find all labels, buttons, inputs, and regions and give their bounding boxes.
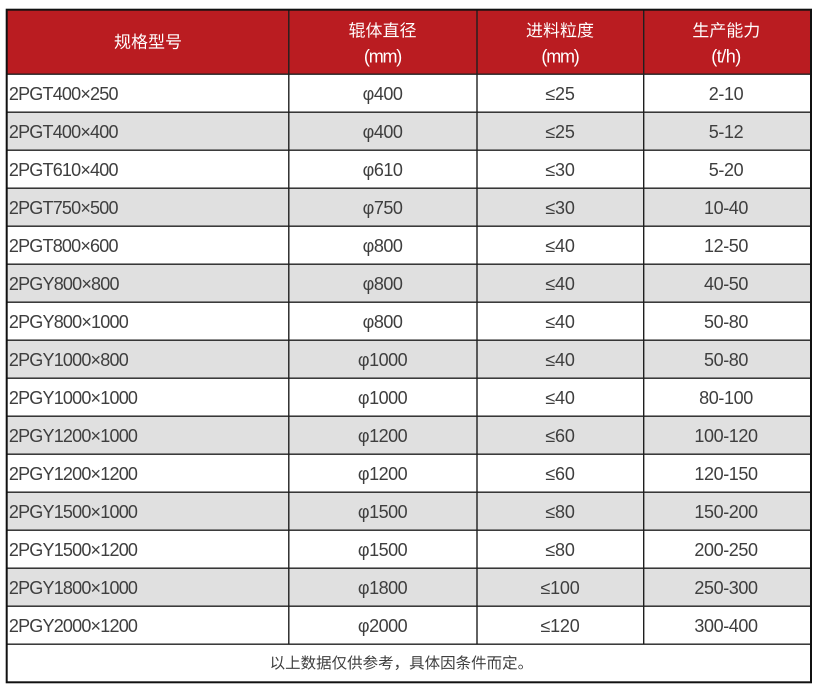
svg-text:φ1000: φ1000 — [358, 350, 408, 370]
svg-text:2-10: 2-10 — [709, 84, 744, 104]
svg-text:φ1000: φ1000 — [358, 388, 408, 408]
svg-text:≤30: ≤30 — [545, 198, 574, 218]
svg-text:≤25: ≤25 — [545, 84, 574, 104]
svg-text:2PGY1500×1000: 2PGY1500×1000 — [9, 502, 138, 522]
svg-text:150-200: 150-200 — [694, 502, 758, 522]
svg-text:100-120: 100-120 — [694, 426, 758, 446]
svg-text:2PGT610×400: 2PGT610×400 — [9, 160, 119, 180]
svg-text:10-40: 10-40 — [704, 198, 748, 218]
svg-text:2PGY1200×1200: 2PGY1200×1200 — [9, 464, 138, 484]
svg-text:40-50: 40-50 — [704, 274, 748, 294]
svg-text:≤100: ≤100 — [540, 578, 579, 598]
svg-text:≤80: ≤80 — [545, 502, 574, 522]
svg-text:≤40: ≤40 — [545, 236, 574, 256]
svg-text:φ800: φ800 — [363, 312, 403, 332]
svg-text:φ800: φ800 — [363, 236, 403, 256]
svg-text:φ400: φ400 — [363, 122, 403, 142]
svg-text:φ610: φ610 — [363, 160, 403, 180]
svg-text:5-20: 5-20 — [709, 160, 744, 180]
svg-text:≤40: ≤40 — [545, 312, 574, 332]
svg-text:2PGT800×600: 2PGT800×600 — [9, 236, 119, 256]
svg-text:12-50: 12-50 — [704, 236, 748, 256]
svg-text:(mm): (mm) — [364, 46, 401, 66]
svg-text:φ800: φ800 — [363, 274, 403, 294]
svg-text:80-100: 80-100 — [699, 388, 753, 408]
svg-text:2PGY1200×1000: 2PGY1200×1000 — [9, 426, 138, 446]
svg-text:120-150: 120-150 — [694, 464, 758, 484]
svg-text:≤120: ≤120 — [540, 616, 579, 636]
svg-text:2PGY1000×800: 2PGY1000×800 — [9, 350, 129, 370]
svg-text:2PGY2000×1200: 2PGY2000×1200 — [9, 616, 138, 636]
svg-text:50-80: 50-80 — [704, 350, 748, 370]
svg-text:φ1500: φ1500 — [358, 502, 408, 522]
svg-text:≤40: ≤40 — [545, 350, 574, 370]
svg-text:2PGT400×250: 2PGT400×250 — [9, 84, 119, 104]
svg-text:φ1200: φ1200 — [358, 426, 408, 446]
svg-text:2PGY1500×1200: 2PGY1500×1200 — [9, 540, 138, 560]
svg-text:2PGY800×1000: 2PGY800×1000 — [9, 312, 129, 332]
svg-text:2PGY1000×1000: 2PGY1000×1000 — [9, 388, 138, 408]
svg-text:≤60: ≤60 — [545, 464, 574, 484]
svg-text:φ750: φ750 — [363, 198, 403, 218]
svg-text:5-12: 5-12 — [709, 122, 744, 142]
svg-text:(mm): (mm) — [541, 46, 578, 66]
svg-text:≤30: ≤30 — [545, 160, 574, 180]
svg-text:φ1800: φ1800 — [358, 578, 408, 598]
svg-text:2PGY800×800: 2PGY800×800 — [9, 274, 120, 294]
svg-text:≤40: ≤40 — [545, 388, 574, 408]
svg-text:2PGT400×400: 2PGT400×400 — [9, 122, 119, 142]
svg-text:≤40: ≤40 — [545, 274, 574, 294]
svg-text:(t/h): (t/h) — [711, 46, 741, 66]
svg-text:250-300: 250-300 — [694, 578, 758, 598]
svg-text:50-80: 50-80 — [704, 312, 748, 332]
svg-text:2PGT750×500: 2PGT750×500 — [9, 198, 119, 218]
svg-text:≤80: ≤80 — [545, 540, 574, 560]
svg-text:200-250: 200-250 — [694, 540, 758, 560]
svg-text:φ1500: φ1500 — [358, 540, 408, 560]
svg-text:2PGY1800×1000: 2PGY1800×1000 — [9, 578, 138, 598]
svg-text:φ1200: φ1200 — [358, 464, 408, 484]
svg-text:≤25: ≤25 — [545, 122, 574, 142]
svg-text:φ2000: φ2000 — [358, 616, 408, 636]
svg-text:φ400: φ400 — [363, 84, 403, 104]
svg-text:≤60: ≤60 — [545, 426, 574, 446]
svg-text:300-400: 300-400 — [694, 616, 758, 636]
